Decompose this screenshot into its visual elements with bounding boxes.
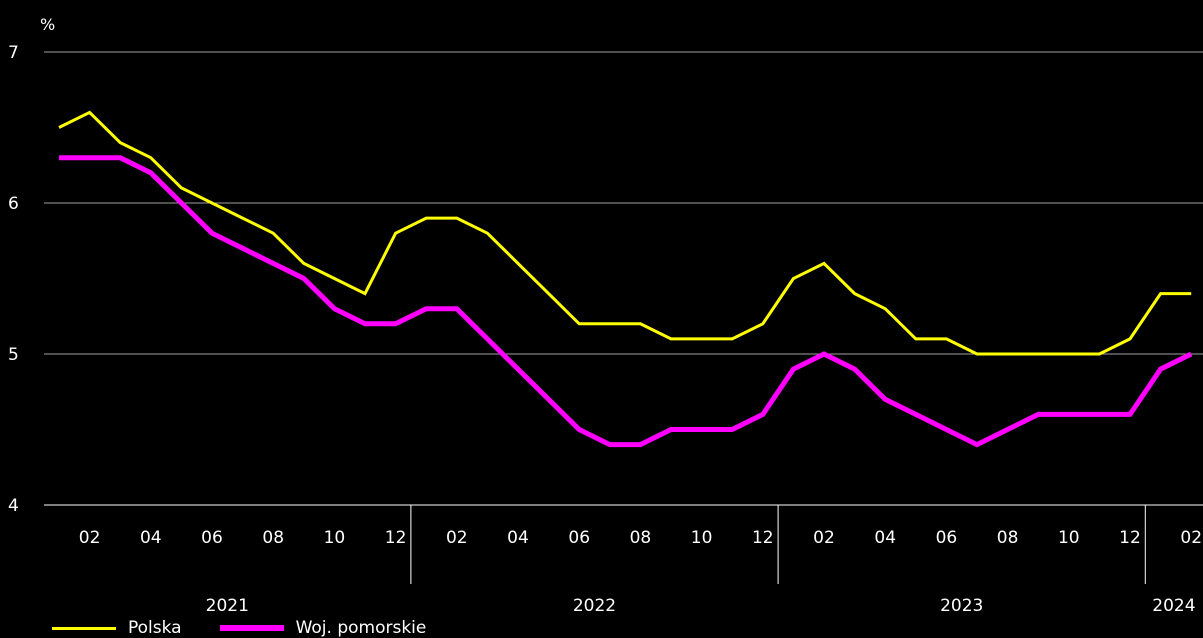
x-tick-label: 02 bbox=[1180, 528, 1202, 548]
legend-item-polska: Polska bbox=[52, 618, 182, 638]
x-tick-label: 12 bbox=[385, 528, 407, 548]
series-lines bbox=[58, 110, 1193, 448]
x-tick-label: 08 bbox=[630, 528, 652, 548]
x-tick-label: 04 bbox=[140, 528, 162, 548]
x-year-label: 2021 bbox=[206, 596, 249, 616]
x-tick-label: 08 bbox=[997, 528, 1019, 548]
y-axis-unit-label: % bbox=[40, 15, 55, 34]
legend-label-woj-pomorskie: Woj. pomorskie bbox=[295, 618, 427, 638]
x-tick-label: 02 bbox=[813, 528, 835, 548]
y-tick-label: 4 bbox=[8, 496, 19, 516]
x-axis-month-ticks: 02 04 06 08 10 12 02 04 06 08 10 12 02 04 06 08 10 12 02 bbox=[79, 528, 1202, 548]
x-year-label: 2022 bbox=[573, 596, 616, 616]
legend: Polska Woj. pomorskie bbox=[52, 618, 464, 638]
x-tick-label: 06 bbox=[936, 528, 958, 548]
x-year-label: 2024 bbox=[1152, 596, 1195, 616]
x-tick-label: 06 bbox=[568, 528, 590, 548]
y-tick-label: 7 bbox=[8, 43, 19, 63]
x-tick-label: 08 bbox=[262, 528, 284, 548]
grid-lines bbox=[44, 51, 1203, 506]
series-line-woj-pomorskie bbox=[59, 155, 1193, 448]
x-tick-label: 04 bbox=[874, 528, 896, 548]
x-tick-label: 02 bbox=[446, 528, 468, 548]
x-tick-label: 10 bbox=[691, 528, 713, 548]
legend-swatch-woj-pomorskie bbox=[219, 625, 284, 631]
x-tick-label: 10 bbox=[324, 528, 346, 548]
x-tick-label: 02 bbox=[79, 528, 101, 548]
x-tick-label: 04 bbox=[507, 528, 529, 548]
legend-label-polska: Polska bbox=[128, 618, 182, 638]
legend-swatch-polska bbox=[52, 626, 116, 630]
y-tick-label: 6 bbox=[8, 194, 19, 214]
x-tick-label: 12 bbox=[752, 528, 774, 548]
y-tick-label: 5 bbox=[8, 345, 19, 365]
x-year-label: 2023 bbox=[940, 596, 983, 616]
x-axis-year-ticks: 2021 2022 2023 2024 bbox=[206, 505, 1196, 616]
x-tick-label: 06 bbox=[201, 528, 223, 548]
x-tick-label: 10 bbox=[1058, 528, 1080, 548]
x-tick-label: 12 bbox=[1119, 528, 1141, 548]
y-axis-ticks: 4 5 6 7 bbox=[8, 43, 19, 516]
legend-item-woj-pomorskie: Woj. pomorskie bbox=[219, 618, 427, 638]
series-line-polska bbox=[58, 110, 1192, 356]
